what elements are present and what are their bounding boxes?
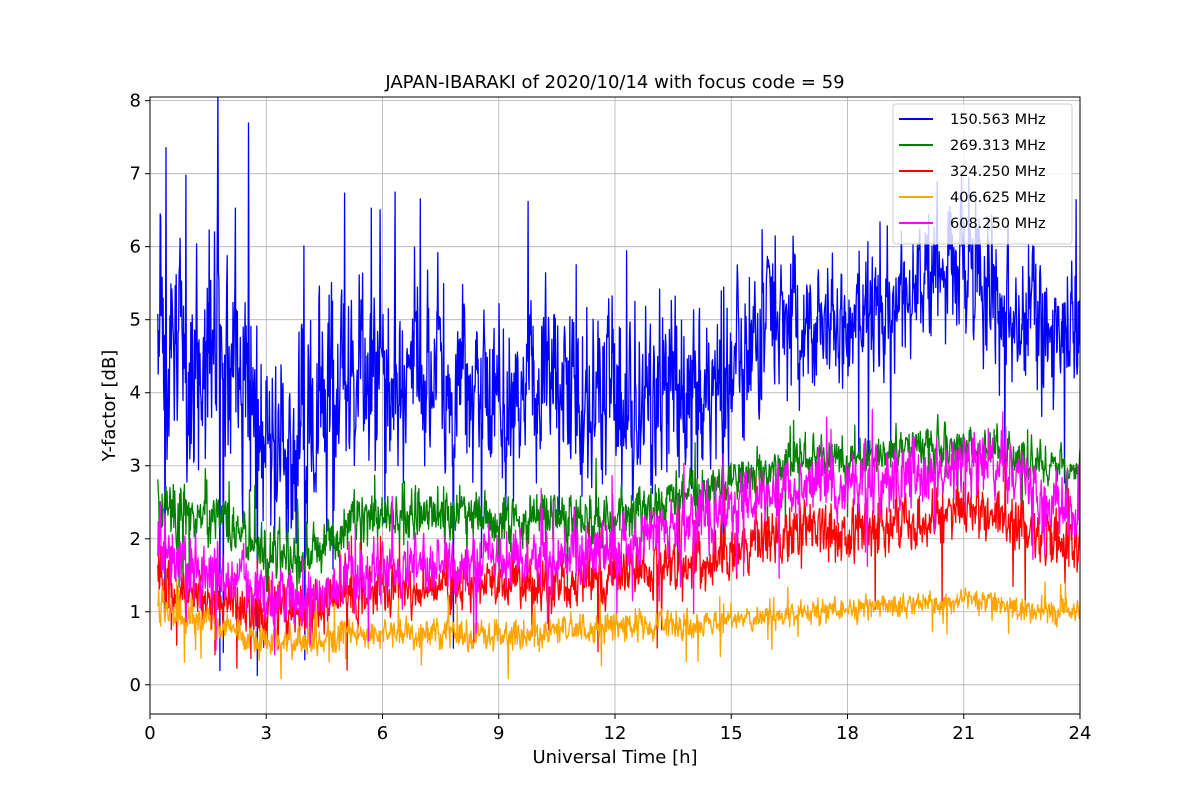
x-tick-label: 3 <box>261 723 272 744</box>
legend-label: 608.250 MHz <box>950 216 1046 232</box>
x-tick-label: 12 <box>604 723 627 744</box>
series-line <box>157 413 1080 595</box>
y-axis-label: Y-factor [dB] <box>99 350 120 463</box>
y-tick-label: 8 <box>130 91 141 112</box>
x-tick-label: 21 <box>952 723 975 744</box>
y-tick-label: 0 <box>130 675 141 696</box>
y-tick-label: 3 <box>130 456 141 477</box>
legend-label: 269.313 MHz <box>950 138 1046 154</box>
y-tick-label: 7 <box>130 164 141 185</box>
y-tick-label: 2 <box>130 529 141 550</box>
legend-label: 406.625 MHz <box>950 190 1046 206</box>
legend-box <box>892 103 1073 245</box>
series-line <box>157 97 1080 677</box>
series-line <box>157 409 1080 656</box>
series-line <box>157 577 1080 680</box>
y-tick-label: 6 <box>130 237 141 258</box>
x-tick-label: 18 <box>836 723 859 744</box>
legend-label: 324.250 MHz <box>950 164 1046 180</box>
y-tick-label: 1 <box>130 602 141 623</box>
x-tick-label: 6 <box>377 723 388 744</box>
legend: 150.563 MHz 269.313 MHz 324.250 MHz 406.625… <box>892 103 1073 245</box>
y-tick-label: 5 <box>130 310 141 331</box>
legend-label: 150.563 MHz <box>950 112 1046 128</box>
chart-title: JAPAN-IBARAKI of 2020/10/14 with focus c… <box>384 72 844 93</box>
x-axis-label: Universal Time [h] <box>532 747 697 768</box>
x-tick-label: 15 <box>720 723 743 744</box>
x-tick-label: 24 <box>1069 723 1092 744</box>
y-tick-label: 4 <box>130 383 141 404</box>
x-tick-label: 9 <box>493 723 504 744</box>
series-layer <box>157 97 1080 680</box>
x-tick-label: 0 <box>144 723 155 744</box>
